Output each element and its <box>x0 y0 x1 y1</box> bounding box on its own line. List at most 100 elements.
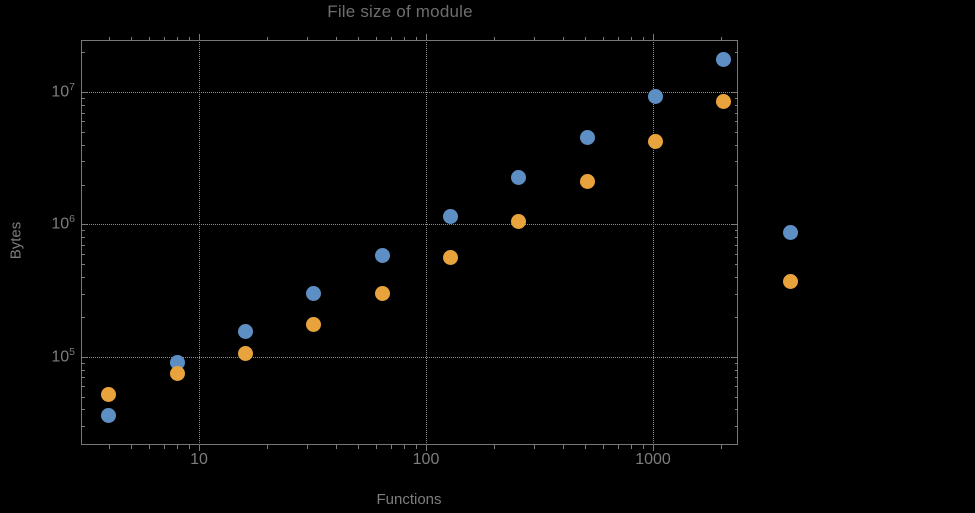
y-axis-tick <box>734 131 738 133</box>
x-axis-tick <box>390 36 392 40</box>
data-point[interactable] <box>374 286 390 302</box>
x-axis-tick <box>130 36 132 40</box>
y-axis-tick <box>81 184 85 186</box>
data-point[interactable] <box>374 248 390 264</box>
y-axis-tick <box>81 264 85 266</box>
data-point[interactable] <box>716 52 732 68</box>
x-axis-tick <box>335 36 337 40</box>
x-axis-tick <box>631 36 632 40</box>
x-axis-tick <box>415 445 417 449</box>
x-axis-tick <box>163 36 165 40</box>
x-axis-tick <box>177 445 178 449</box>
data-point[interactable] <box>237 324 253 340</box>
x-axis-tick <box>562 445 564 449</box>
y-axis-tick <box>734 409 738 411</box>
y-tick-label: 105 <box>51 345 75 366</box>
x-axis-tick <box>584 445 586 449</box>
y-axis-tick <box>81 121 85 123</box>
y-axis-tick <box>81 293 85 295</box>
x-axis-tick <box>199 445 200 451</box>
data-point[interactable] <box>716 93 732 109</box>
y-tick-label: 106 <box>51 213 75 233</box>
data-point[interactable] <box>101 386 117 402</box>
y-axis-tick <box>734 396 738 398</box>
x-axis-tick <box>631 445 632 449</box>
x-axis-tick <box>602 445 604 449</box>
y-axis-tick <box>734 253 738 255</box>
horizontal-gridline <box>81 224 738 226</box>
y-axis-tick <box>81 144 85 146</box>
y-axis-tick <box>81 377 85 379</box>
x-tick-label: 10 <box>190 451 208 468</box>
y-axis-tick <box>81 356 87 358</box>
data-point[interactable] <box>169 365 185 381</box>
legend-marker-blue[interactable] <box>782 224 798 240</box>
plot-frame <box>81 40 738 445</box>
x-axis-tick <box>148 36 150 40</box>
x-axis-tick <box>188 36 190 40</box>
x-axis-tick <box>404 36 405 40</box>
x-axis-tick <box>108 445 110 449</box>
y-axis-title: Bytes <box>7 221 25 260</box>
y-axis-tick <box>734 112 738 114</box>
data-point[interactable] <box>237 345 253 361</box>
plot-area <box>81 40 738 445</box>
data-point[interactable] <box>306 286 322 302</box>
data-point[interactable] <box>511 213 527 229</box>
data-point[interactable] <box>579 130 595 146</box>
x-axis-tick <box>617 36 619 40</box>
x-axis-tick <box>108 36 110 40</box>
y-axis-tick <box>734 277 738 279</box>
x-axis-tick <box>188 445 190 449</box>
y-axis-tick <box>81 253 85 255</box>
data-point[interactable] <box>442 250 458 266</box>
x-axis-tick <box>562 36 564 40</box>
y-axis-tick <box>734 52 738 54</box>
x-axis-tick <box>357 445 359 449</box>
y-axis-tick <box>734 104 738 106</box>
y-axis-tick <box>734 377 738 379</box>
x-axis-tick <box>426 445 427 451</box>
data-point[interactable] <box>306 317 322 333</box>
y-axis-tick <box>734 237 738 239</box>
x-axis-title: Functions <box>376 491 442 508</box>
horizontal-gridline <box>81 92 738 93</box>
x-axis-tick <box>335 445 337 449</box>
y-axis-tick <box>81 131 85 133</box>
y-axis-tick <box>734 121 738 123</box>
x-axis-tick <box>375 445 377 449</box>
y-axis-tick <box>734 316 738 318</box>
x-axis-tick <box>721 36 723 40</box>
x-tick-label: 1000 <box>635 451 671 468</box>
x-axis-tick <box>602 36 604 40</box>
y-axis-tick <box>734 369 738 371</box>
vertical-gridline <box>426 40 427 445</box>
y-axis-tick <box>81 112 85 114</box>
x-axis-tick <box>534 36 536 40</box>
data-point[interactable] <box>647 134 663 150</box>
x-tick-label: 100 <box>412 451 440 468</box>
y-axis-tick <box>81 224 87 226</box>
y-axis-tick <box>81 52 85 54</box>
data-point[interactable] <box>101 408 117 424</box>
x-axis-tick <box>177 36 178 40</box>
x-axis-tick <box>653 34 654 40</box>
y-axis-tick <box>81 92 87 93</box>
data-point[interactable] <box>647 89 663 105</box>
y-axis-tick <box>732 92 738 93</box>
y-axis-tick <box>81 362 85 364</box>
data-point[interactable] <box>511 170 527 186</box>
x-axis-tick <box>267 445 269 449</box>
x-axis-tick <box>494 36 496 40</box>
y-axis-tick <box>732 224 738 226</box>
horizontal-gridline <box>81 356 738 358</box>
x-axis-tick <box>404 445 405 449</box>
data-point[interactable] <box>442 208 458 224</box>
y-axis-tick <box>732 356 738 358</box>
y-axis-tick <box>734 184 738 186</box>
x-axis-tick <box>307 36 309 40</box>
data-point[interactable] <box>579 174 595 190</box>
legend-marker-orange[interactable] <box>782 273 798 289</box>
x-axis-tick <box>642 445 644 449</box>
